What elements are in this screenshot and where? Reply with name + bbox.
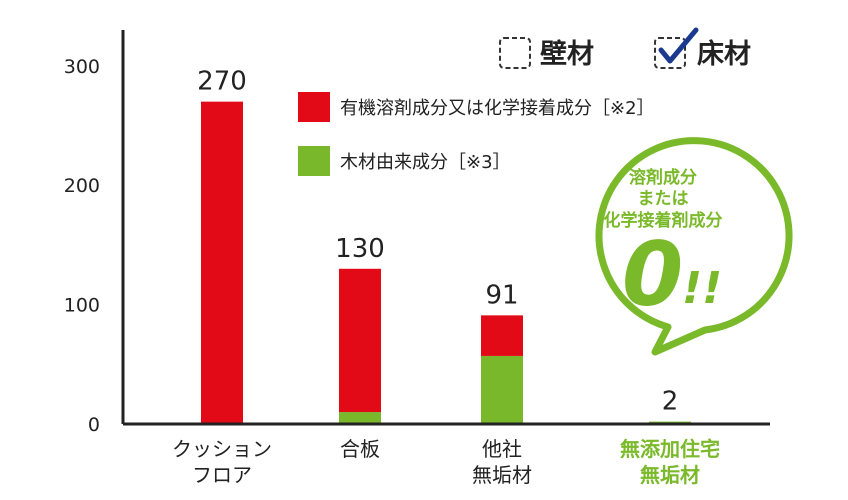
value-label: 130: [335, 234, 385, 264]
callout-zero-value: 0: [622, 223, 683, 326]
bar-wood-1: [339, 412, 381, 424]
callout-exclaim-mark: !!: [682, 263, 722, 314]
bar-wood-2: [481, 355, 523, 424]
value-labels: 270 130 91 2: [197, 67, 678, 417]
legend-label-wood: 木材由来成分［※3］: [340, 152, 511, 173]
checkmark-icon: [658, 27, 699, 64]
checkbox-wall[interactable]: [499, 37, 531, 69]
callout-line-3: 化学接着剤成分: [604, 210, 723, 231]
category-label: 無垢材: [640, 463, 700, 487]
legend-swatch-solvent: [298, 92, 330, 122]
bar-solvent-0: [201, 101, 243, 425]
category-label: 無添加住宅: [620, 437, 720, 461]
toggle-floor-label: 床材: [697, 38, 751, 70]
callout-line-2: または: [638, 189, 689, 209]
category-label: 無垢材: [472, 463, 532, 487]
y-tick-label: 100: [64, 295, 100, 317]
bar-solvent-2: [481, 315, 523, 356]
toggle-floor[interactable]: 床材: [654, 27, 751, 70]
y-axis-ticks: 0 100 200 300: [64, 56, 100, 436]
bar-solvent-1: [339, 268, 381, 413]
category-label: 他社: [482, 437, 522, 461]
category-label: フロア: [192, 463, 252, 487]
callout-bubble: [595, 137, 793, 356]
value-label: 91: [485, 280, 518, 310]
y-tick-label: 0: [88, 414, 100, 436]
category-label: クッション: [172, 437, 272, 461]
value-label: 270: [197, 67, 247, 97]
toggle-wall[interactable]: 壁材: [499, 37, 594, 70]
legend: 有機溶剤成分又は化学接着成分［※2］ 木材由来成分［※3］: [298, 92, 655, 176]
checkbox-floor[interactable]: [654, 37, 686, 69]
callout-line-1: 溶剤成分: [629, 167, 697, 188]
y-tick-label: 200: [64, 175, 100, 197]
zero-callout: 溶剤成分 または 化学接着剤成分 0 !!: [595, 137, 793, 356]
legend-swatch-wood: [298, 146, 330, 176]
value-label: 2: [662, 387, 679, 417]
category-label: 合板: [340, 437, 380, 461]
y-tick-label: 300: [64, 56, 100, 78]
toggle-wall-label: 壁材: [540, 39, 594, 70]
legend-label-solvent: 有機溶剤成分又は化学接着成分［※2］: [340, 98, 655, 119]
